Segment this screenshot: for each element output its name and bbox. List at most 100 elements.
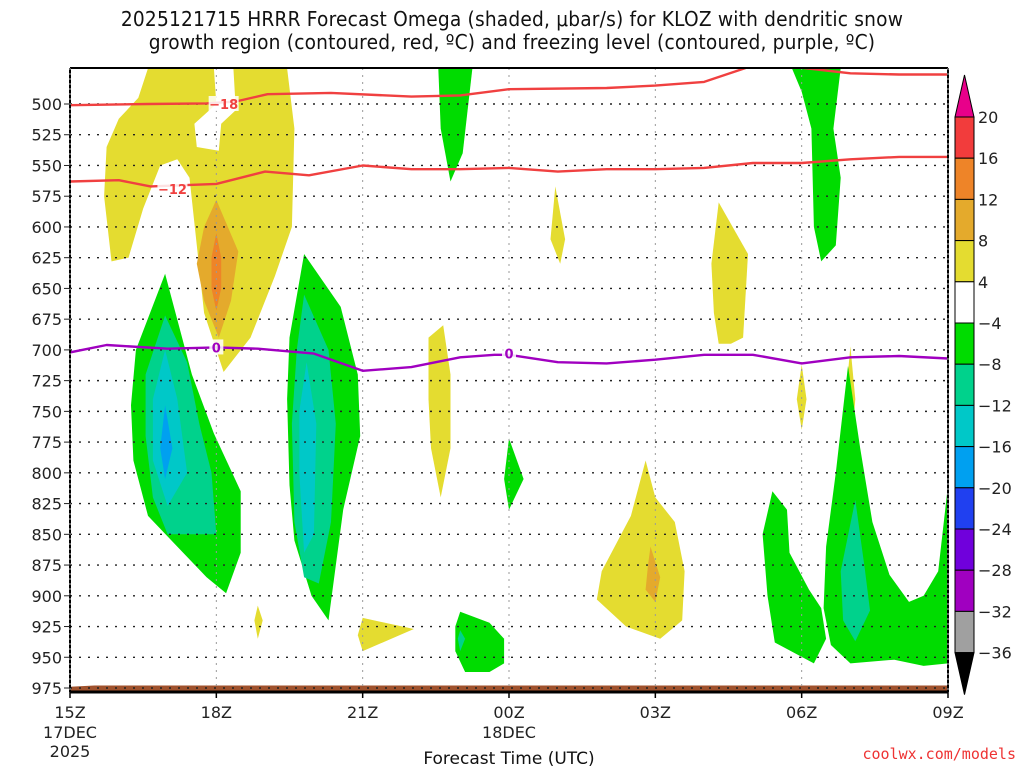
- y-tick-label-575: 575: [31, 187, 62, 206]
- shaded-region-yellow-triangle: [357, 617, 414, 652]
- shaded-region-cyan-blob-2: [299, 362, 317, 553]
- y-tick-label-525: 525: [31, 126, 62, 145]
- shaded-region-yellow-small-1: [254, 605, 263, 639]
- shaded-region-green-top-right: [791, 68, 841, 262]
- colorbar-legend: 20 16 12 8 4 −4 −8 −12 −16 −20 −24 −28 −32 −36: [954, 74, 1012, 695]
- colorbar-label: 12: [978, 190, 998, 209]
- shaded-region-amber-lower-mid: [645, 546, 661, 602]
- shaded-region-yellow-small-upper: [550, 186, 566, 264]
- x-tick-label-21Z: 21Z: [347, 703, 378, 722]
- chart-title-line-2: growth region (contoured, red, ºC) and f…: [148, 30, 876, 54]
- shaded-region-teal-blob-right: [840, 499, 870, 642]
- x-tick-date-00Z: 18DEC: [482, 723, 536, 742]
- y-tick-label-550: 550: [31, 156, 62, 175]
- colorbar-bin: [954, 240, 975, 283]
- x-tick-label-06Z: 06Z: [786, 703, 817, 722]
- colorbar-bin: [954, 116, 975, 159]
- shaded-region-terrain: [70, 685, 948, 692]
- colorbar-bin: [954, 404, 975, 448]
- y-tick-label-925: 925: [31, 618, 62, 637]
- chart-title: 2025121715 HRRR Forecast Omega (shaded, …: [36, 8, 988, 54]
- colorbar-label: −16: [978, 438, 1012, 457]
- colorbar-label: −24: [978, 520, 1012, 539]
- shaded-region-green-small-center: [504, 438, 524, 510]
- x-axis-title: Forecast Time (UTC): [423, 749, 594, 768]
- y-tick-label-850: 850: [31, 525, 62, 544]
- contour-dgz-minus18: [70, 68, 746, 107]
- colorbar-label: −4: [978, 314, 1002, 333]
- x-tick-label-00Z: 00Z: [493, 703, 524, 722]
- colorbar-bin: [954, 281, 975, 324]
- omega-shading-layer: [70, 68, 948, 692]
- contour-label-bg: [209, 339, 224, 355]
- y-tick-label-825: 825: [31, 495, 62, 514]
- colorbar-bin: [954, 569, 975, 612]
- colorbar-label: 20: [978, 108, 998, 127]
- grid-lines: [70, 68, 948, 692]
- y-tick-label-950: 950: [31, 648, 62, 667]
- y-tick-label-750: 750: [31, 402, 62, 421]
- contour-label-freezing-level: 0: [212, 341, 221, 356]
- colorbar-label: 4: [978, 273, 988, 292]
- contour-label-dgz-minus18: −18: [209, 98, 238, 113]
- contour-dgz-minus12: [70, 155, 948, 188]
- x-tick-year-15Z: 2025: [50, 742, 91, 761]
- colorbar-label: −8: [978, 355, 1002, 374]
- shaded-region-teal-blob-low-center: [457, 630, 466, 652]
- y-tick-label-600: 600: [31, 218, 62, 237]
- y-tick-label-725: 725: [31, 372, 62, 391]
- y-tick-label-975: 975: [31, 679, 62, 698]
- colorbar-label: −36: [978, 644, 1012, 663]
- shaded-region-yellow-mid-right: [711, 202, 748, 344]
- colorbar-bin: [954, 157, 975, 200]
- colorbar-bin: [954, 198, 975, 242]
- y-axis: 500 525 550 575 600 625 650 675 700 725 750 775 800 8…: [31, 95, 70, 698]
- colorbar-over-arrow: [954, 74, 975, 118]
- shaded-region-cyan-blob-1: [152, 349, 188, 506]
- colorbar-label: 8: [978, 232, 988, 251]
- colorbar-bin: [954, 446, 975, 489]
- y-tick-label-625: 625: [31, 249, 62, 268]
- contour-labels: −18 −12 0 0: [157, 96, 516, 363]
- x-tick-label-09Z: 09Z: [932, 703, 963, 722]
- colorbar-bin: [954, 528, 975, 571]
- y-tick-label-700: 700: [31, 341, 62, 360]
- y-tick-label-775: 775: [31, 433, 62, 452]
- contour-label-bg: [208, 96, 239, 111]
- colorbar-bin: [954, 487, 975, 530]
- credit-link[interactable]: coolwx.com/models: [862, 745, 1016, 763]
- colorbar-label: −28: [978, 561, 1012, 580]
- contour-label-bg: [157, 180, 188, 196]
- colorbar-bin: [954, 322, 975, 365]
- x-tick-label-03Z: 03Z: [640, 703, 671, 722]
- colorbar-label: 16: [978, 149, 998, 168]
- shaded-region-yellow-lower-mid: [596, 460, 685, 639]
- y-tick-label-800: 800: [31, 464, 62, 483]
- contour-label-bg: [502, 345, 516, 361]
- shaded-region-yellow-plume-left: [104, 68, 295, 373]
- x-tick-label-18Z: 18Z: [201, 703, 232, 722]
- y-tick-label-500: 500: [31, 95, 62, 114]
- y-tick-label-650: 650: [31, 279, 62, 298]
- x-tick-label-15Z: 15Z: [54, 703, 85, 722]
- colorbar-label: −20: [978, 479, 1012, 498]
- contour-dgz-minus18-right: [803, 68, 948, 76]
- x-tick-date-15Z: 17DEC: [43, 723, 97, 742]
- y-tick-label-675: 675: [31, 310, 62, 329]
- shaded-region-blue-core-1: [160, 405, 173, 479]
- colorbar-label: −12: [978, 396, 1012, 415]
- colorbar-under-arrow: [954, 652, 975, 695]
- shaded-region-green-blob-right: [823, 365, 948, 666]
- shaded-region-green-top-center: [438, 68, 473, 182]
- y-tick-label-900: 900: [31, 587, 62, 606]
- y-tick-label-875: 875: [31, 556, 62, 575]
- contour-label-freezing-level: 0: [504, 348, 513, 363]
- contour-label-dgz-minus12: −12: [158, 183, 187, 198]
- shaded-region-green-lower-right: [762, 491, 827, 664]
- colorbar-bin: [954, 363, 975, 406]
- colorbar-bin: [954, 610, 975, 654]
- chart-title-line-1: 2025121715 HRRR Forecast Omega (shaded, …: [120, 7, 904, 31]
- colorbar-label: −32: [978, 602, 1012, 621]
